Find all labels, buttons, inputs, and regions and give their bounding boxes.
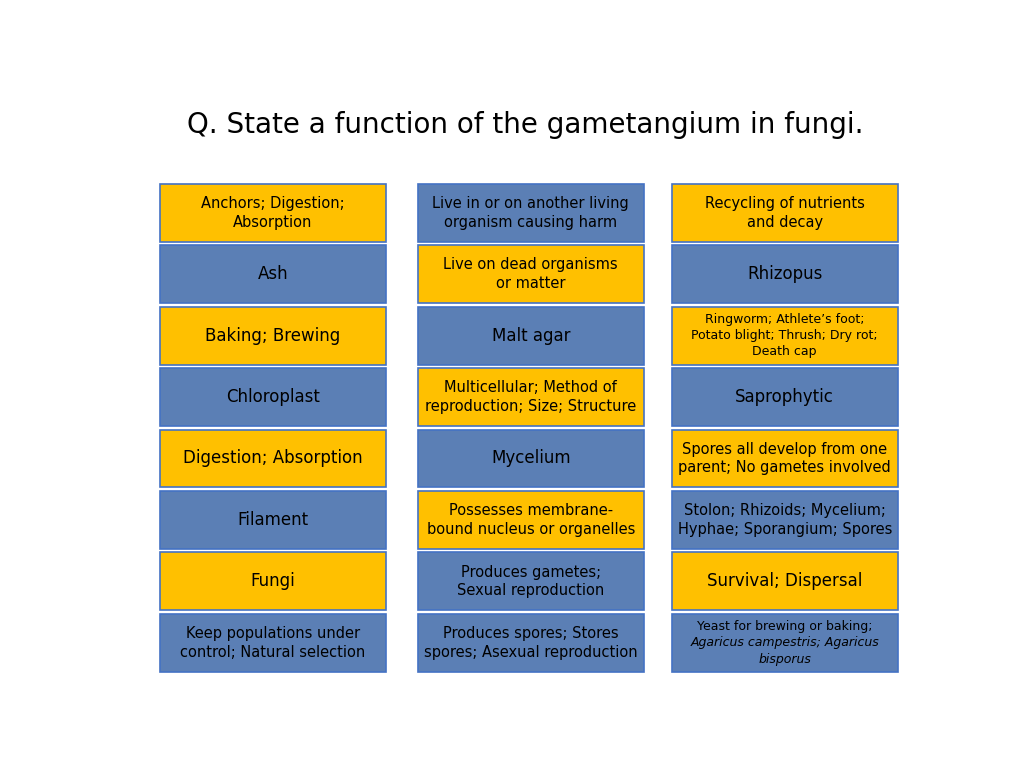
FancyBboxPatch shape	[418, 491, 644, 549]
FancyBboxPatch shape	[418, 552, 644, 611]
Text: Recycling of nutrients
and decay: Recycling of nutrients and decay	[705, 196, 864, 230]
FancyBboxPatch shape	[160, 245, 386, 303]
Text: Filament: Filament	[238, 511, 308, 529]
Text: Anchors; Digestion;
Absorption: Anchors; Digestion; Absorption	[201, 196, 345, 230]
FancyBboxPatch shape	[672, 614, 898, 672]
Text: Digestion; Absorption: Digestion; Absorption	[183, 449, 362, 468]
FancyBboxPatch shape	[672, 429, 898, 488]
Text: Mycelium: Mycelium	[490, 449, 570, 468]
FancyBboxPatch shape	[418, 306, 644, 365]
FancyBboxPatch shape	[418, 429, 644, 488]
Text: Fungi: Fungi	[251, 572, 295, 591]
FancyBboxPatch shape	[160, 306, 386, 365]
Text: Ash: Ash	[257, 265, 288, 283]
Text: Produces gametes;
Sexual reproduction: Produces gametes; Sexual reproduction	[457, 564, 604, 598]
FancyBboxPatch shape	[418, 245, 644, 303]
Text: Produces spores; Stores
spores; Asexual reproduction: Produces spores; Stores spores; Asexual …	[424, 626, 638, 660]
Text: Saprophytic: Saprophytic	[735, 388, 835, 406]
Text: Chloroplast: Chloroplast	[226, 388, 319, 406]
Text: Rhizopus: Rhizopus	[748, 265, 822, 283]
Text: Survival; Dispersal: Survival; Dispersal	[707, 572, 862, 591]
Text: Q. State a function of the gametangium in fungi.: Q. State a function of the gametangium i…	[186, 111, 863, 139]
FancyBboxPatch shape	[160, 429, 386, 488]
FancyBboxPatch shape	[672, 368, 898, 426]
FancyBboxPatch shape	[672, 491, 898, 549]
Text: Baking; Brewing: Baking; Brewing	[205, 326, 340, 345]
FancyBboxPatch shape	[672, 552, 898, 611]
Text: Live in or on another living
organism causing harm: Live in or on another living organism ca…	[432, 196, 629, 230]
Text: Stolon; Rhizoids; Mycelium;
Hyphae; Sporangium; Spores: Stolon; Rhizoids; Mycelium; Hyphae; Spor…	[678, 503, 892, 537]
Text: Malt agar: Malt agar	[492, 326, 570, 345]
Text: Multicellular; Method of
reproduction; Size; Structure: Multicellular; Method of reproduction; S…	[425, 380, 636, 414]
FancyBboxPatch shape	[418, 368, 644, 426]
FancyBboxPatch shape	[672, 184, 898, 242]
Text: Spores all develop from one
parent; No gametes involved: Spores all develop from one parent; No g…	[678, 442, 891, 475]
Text: Keep populations under
control; Natural selection: Keep populations under control; Natural …	[180, 626, 366, 660]
FancyBboxPatch shape	[672, 245, 898, 303]
FancyBboxPatch shape	[672, 306, 898, 365]
Text: Agaricus campestris; Agaricus: Agaricus campestris; Agaricus	[690, 636, 879, 649]
FancyBboxPatch shape	[160, 368, 386, 426]
Text: Yeast for brewing or baking;: Yeast for brewing or baking;	[697, 620, 872, 633]
FancyBboxPatch shape	[160, 184, 386, 242]
FancyBboxPatch shape	[160, 552, 386, 611]
Text: Possesses membrane-
bound nucleus or organelles: Possesses membrane- bound nucleus or org…	[427, 503, 635, 537]
FancyBboxPatch shape	[160, 491, 386, 549]
FancyBboxPatch shape	[160, 614, 386, 672]
Text: bisporus: bisporus	[758, 653, 811, 666]
Text: Ringworm; Athlete’s foot;
Potato blight; Thrush; Dry rot;
Death cap: Ringworm; Athlete’s foot; Potato blight;…	[691, 313, 878, 358]
FancyBboxPatch shape	[418, 614, 644, 672]
FancyBboxPatch shape	[418, 184, 644, 242]
Text: Live on dead organisms
or matter: Live on dead organisms or matter	[443, 257, 618, 291]
